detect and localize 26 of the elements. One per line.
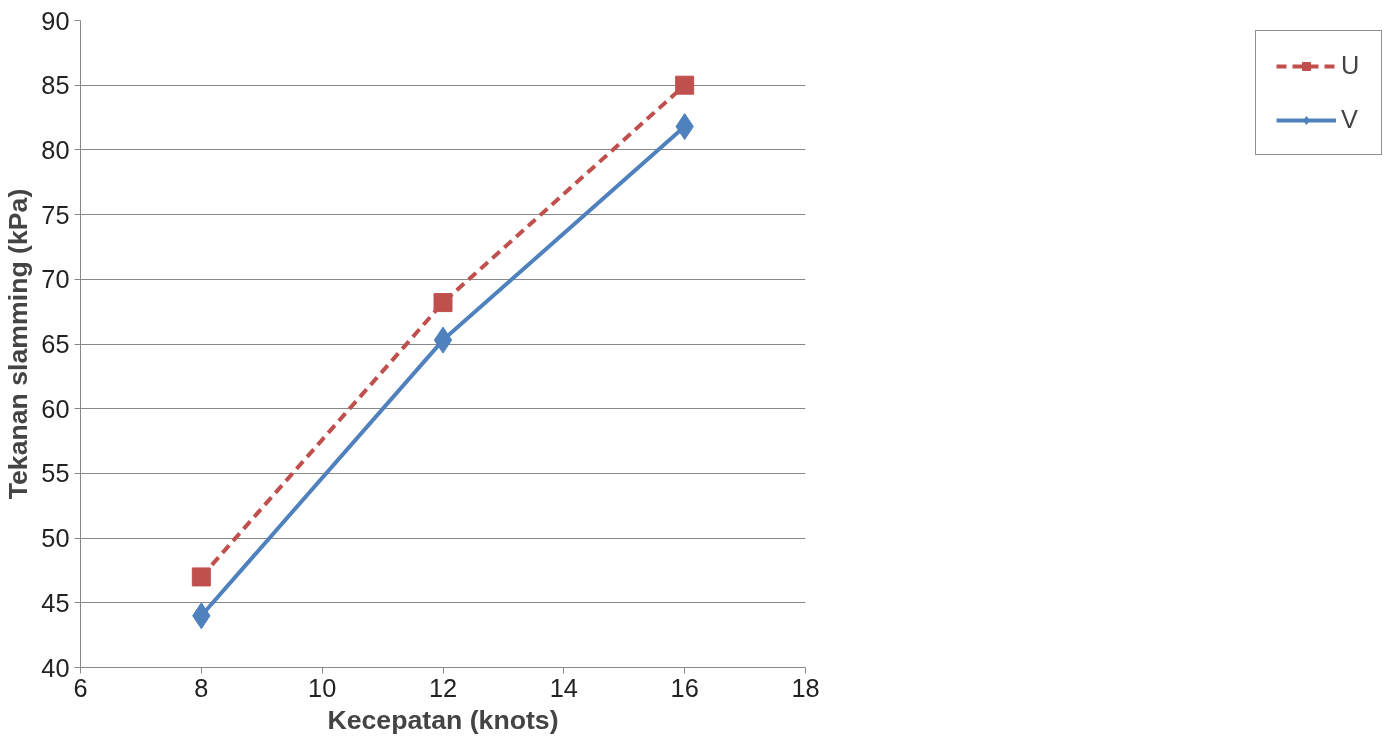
point [433,326,453,354]
y-tick-label: 75 [41,200,70,229]
y-tick-label: 60 [41,394,70,423]
y-tick-label: 85 [41,71,70,100]
x-axis-title: Kecepatan (knots) [327,704,559,735]
legend-label: V [1341,105,1359,134]
x-tick-label: 18 [791,673,820,702]
point [433,293,453,313]
y-tick-label: 70 [41,265,70,294]
x-tick-label: 10 [308,673,337,702]
y-tick-label: 50 [41,524,70,553]
point [675,75,695,95]
x-tick-label: 8 [194,673,209,702]
legend-label: U [1341,51,1361,80]
x-tick-label: 14 [549,673,578,702]
x-tick-label: 12 [428,673,458,702]
y-tick-label: 80 [41,135,70,164]
y-tick-label: 40 [41,653,70,682]
x-tick-label: 6 [73,673,88,702]
y-axis-title: Tekanan slamming (kPa) [3,188,34,500]
y-tick-label: 55 [41,459,70,488]
y-tick-label: 45 [41,588,70,617]
y-tick-label: 90 [41,6,70,35]
x-tick-label: 16 [670,673,699,702]
y-tick-label: 65 [41,330,70,358]
point [191,567,211,587]
